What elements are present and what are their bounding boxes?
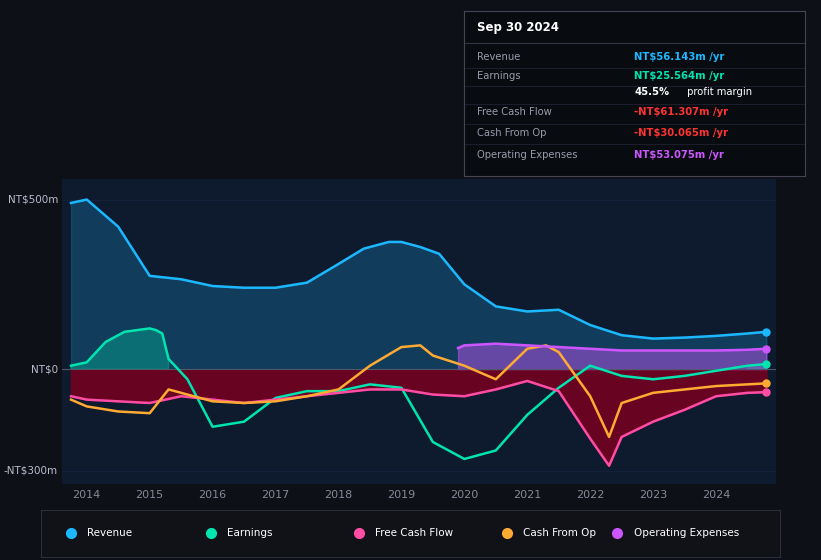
Text: Earnings: Earnings	[478, 72, 521, 81]
Text: -NT$30.065m /yr: -NT$30.065m /yr	[635, 128, 728, 138]
Text: Revenue: Revenue	[87, 529, 132, 538]
Text: NT$500m: NT$500m	[7, 194, 58, 204]
Text: Cash From Op: Cash From Op	[478, 128, 547, 138]
Text: -NT$300m: -NT$300m	[4, 466, 58, 476]
Text: NT$0: NT$0	[31, 364, 58, 374]
Text: profit margin: profit margin	[684, 87, 752, 97]
Text: NT$56.143m /yr: NT$56.143m /yr	[635, 52, 725, 62]
Text: 45.5%: 45.5%	[635, 87, 669, 97]
Text: Revenue: Revenue	[478, 52, 521, 62]
Text: Earnings: Earnings	[227, 529, 273, 538]
Text: Free Cash Flow: Free Cash Flow	[478, 107, 553, 117]
Text: Operating Expenses: Operating Expenses	[634, 529, 739, 538]
Text: Cash From Op: Cash From Op	[523, 529, 596, 538]
Text: NT$25.564m /yr: NT$25.564m /yr	[635, 72, 724, 81]
Text: Free Cash Flow: Free Cash Flow	[375, 529, 453, 538]
Text: Operating Expenses: Operating Expenses	[478, 150, 578, 160]
Text: -NT$61.307m /yr: -NT$61.307m /yr	[635, 107, 728, 117]
Text: NT$53.075m /yr: NT$53.075m /yr	[635, 150, 724, 160]
Text: Sep 30 2024: Sep 30 2024	[478, 21, 559, 34]
